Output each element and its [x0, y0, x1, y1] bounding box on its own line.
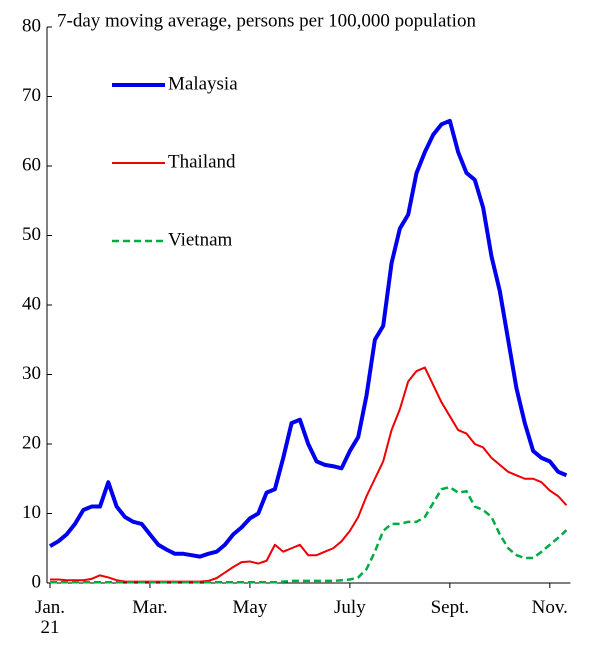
x-tick-label: July — [334, 597, 366, 618]
x-tick-label: Jan. 21 — [34, 597, 66, 638]
y-tick-label: 20 — [22, 432, 41, 453]
x-tick-label: Sept. — [430, 597, 470, 618]
legend-label: Vietnam — [168, 229, 233, 250]
y-tick-label: 40 — [22, 293, 41, 314]
y-tick-label: 80 — [22, 15, 41, 36]
legend-label: Malaysia — [168, 73, 238, 94]
legend-label: Thailand — [168, 151, 236, 172]
y-tick-label: 60 — [22, 154, 41, 175]
series-line — [48, 118, 568, 559]
y-tick-label: 70 — [22, 85, 41, 106]
chart-subtitle: 7-day moving average, persons per 100,00… — [57, 10, 476, 31]
y-tick-label: 0 — [32, 571, 42, 592]
y-tick-label: 50 — [22, 224, 41, 245]
x-tick-label: Nov. — [531, 597, 568, 618]
series-line — [50, 485, 568, 584]
y-tick-label: 10 — [22, 502, 41, 523]
x-tick-label: Mar. — [132, 597, 168, 618]
series-line — [50, 366, 568, 583]
x-tick-label: May — [232, 597, 268, 618]
y-tick-label: 30 — [22, 363, 41, 384]
